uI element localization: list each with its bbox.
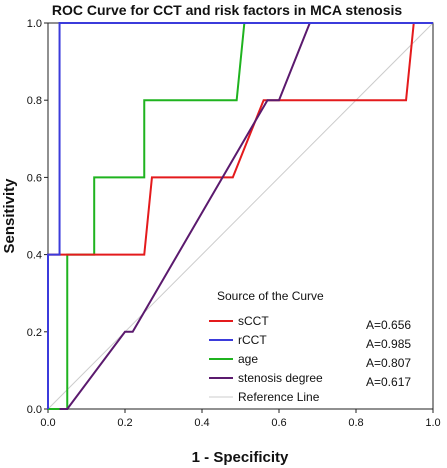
x-tick-label: 0.8 <box>348 417 363 429</box>
y-tick-label: 0.4 <box>27 250 42 262</box>
chart-title: ROC Curve for CCT and risk factors in MC… <box>52 2 403 18</box>
legend: Source of the Curve sCCT A=0.656 rCCT A=0.9… <box>209 289 411 404</box>
auc-label-stenosis-degree: A=0.617 <box>366 375 411 389</box>
y-tick-label: 0.0 <box>27 404 42 416</box>
x-tick-label: 0.0 <box>40 417 55 429</box>
y-tick-label: 0.8 <box>27 95 42 107</box>
legend-title: Source of the Curve <box>217 289 324 303</box>
auc-label-age: A=0.807 <box>366 356 411 370</box>
y-tick-label: 0.6 <box>27 172 42 184</box>
x-tick-label: 0.2 <box>117 417 132 429</box>
series-line-stenosis-degree <box>59 22 433 410</box>
auc-label-rcct: A=0.985 <box>366 337 411 351</box>
legend-label-age: age <box>238 352 258 366</box>
y-tick-label: 1.0 <box>27 18 42 30</box>
legend-label-scct: sCCT <box>238 314 269 328</box>
series-line-scct <box>47 22 433 409</box>
series-line-age <box>48 22 433 410</box>
legend-items: sCCT A=0.656 rCCT A=0.985 age A=0.807 stenosis… <box>209 314 411 404</box>
legend-label-reference-line: Reference Line <box>238 390 320 404</box>
x-axis-label: 1 - Specificity <box>192 449 289 466</box>
legend-label-stenosis-degree: stenosis degree <box>238 371 323 385</box>
x-tick-label: 0.6 <box>271 417 286 429</box>
x-tick-label: 0.4 <box>194 417 209 429</box>
series-layer <box>47 22 434 410</box>
auc-label-scct: A=0.656 <box>366 318 411 332</box>
legend-label-rcct: rCCT <box>238 333 267 347</box>
x-tick-label: 1.0 <box>425 417 440 429</box>
axis-ticks: 0.0 0.2 0.4 0.6 0.8 1.0 0.0 0.2 0.4 0.6 0.8 1.0 <box>27 18 441 429</box>
series-line-reference-line <box>47 22 434 410</box>
y-axis-label: Sensitivity <box>1 178 18 254</box>
series-line-rcct <box>47 22 433 409</box>
y-tick-label: 0.2 <box>27 327 42 339</box>
